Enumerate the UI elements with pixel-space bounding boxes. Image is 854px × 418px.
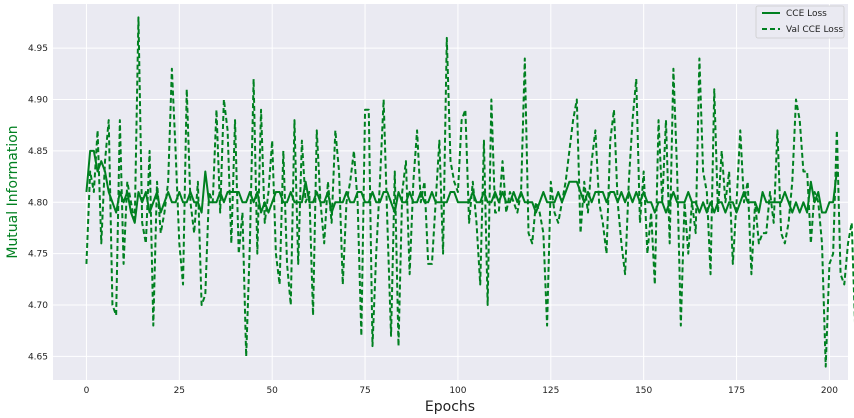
series-line-val-cce-loss [85, 16, 854, 368]
x-tick-label: 100 [449, 386, 466, 396]
y-tick-label: 4.70 [28, 301, 48, 311]
legend: CCE Loss Val CCE Loss [755, 5, 845, 39]
x-tick-label: 50 [266, 386, 278, 396]
x-tick-label: 125 [542, 386, 559, 396]
y-tick-label: 4.65 [28, 352, 48, 362]
x-axis-title: Epochs [425, 399, 475, 415]
tick-labels: 0 25 50 75 100 125 150 175 200 4.65 4.70 4.75 4.80 4.… [28, 44, 838, 396]
legend-label-cce-loss: CCE Loss [786, 9, 827, 19]
x-tick-label: 0 [84, 386, 90, 396]
y-tick-label: 4.85 [28, 147, 48, 157]
series-lines [85, 16, 854, 368]
y-tick-label: 4.95 [28, 44, 48, 54]
x-tick-label: 25 [174, 386, 185, 396]
y-tick-label: 4.80 [28, 198, 48, 208]
series-line-cce-loss [85, 149, 838, 224]
y-axis-title: Mutual Information [5, 125, 21, 258]
y-tick-label: 4.75 [28, 250, 48, 260]
legend-label-val-cce-loss: Val CCE Loss [786, 25, 844, 35]
x-tick-label: 175 [728, 386, 745, 396]
y-tick-label: 4.90 [28, 96, 48, 106]
x-tick-label: 75 [359, 386, 370, 396]
x-tick-label: 150 [635, 386, 652, 396]
x-tick-label: 200 [821, 386, 838, 396]
